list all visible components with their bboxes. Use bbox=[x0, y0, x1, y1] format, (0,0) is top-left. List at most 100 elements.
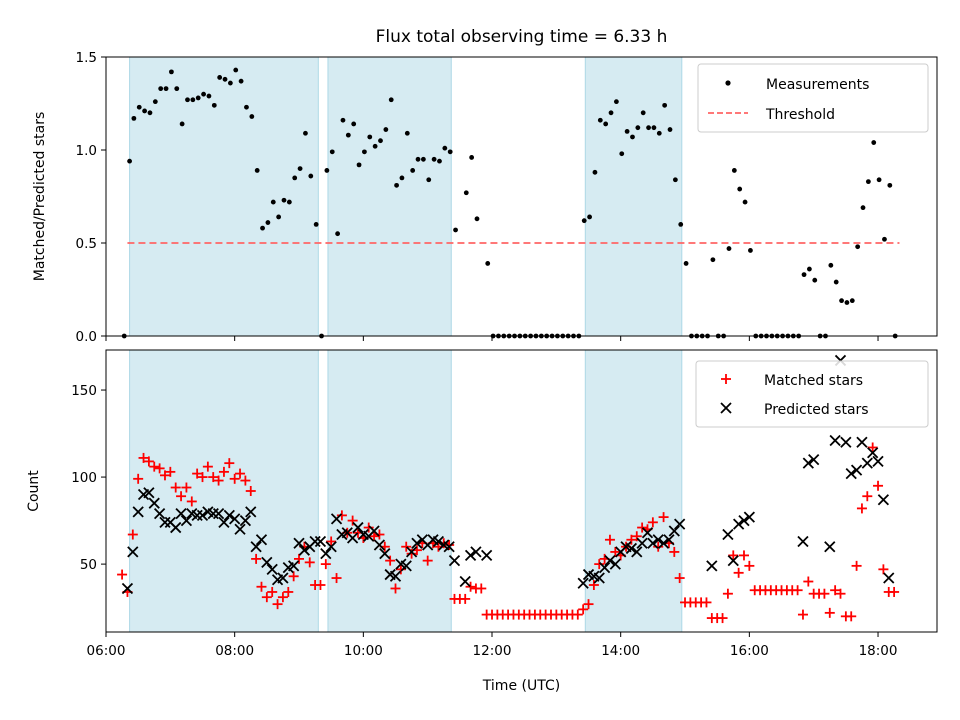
legend-predicted-label: Predicted stars bbox=[764, 402, 869, 418]
matched-point bbox=[878, 564, 889, 575]
predicted-point bbox=[872, 455, 884, 468]
measurement-point bbox=[185, 97, 190, 103]
bottom-axes-frame bbox=[105, 349, 938, 633]
predicted-point bbox=[867, 447, 879, 459]
measurement-point bbox=[265, 220, 271, 225]
measurement-point bbox=[378, 138, 383, 144]
measurement-point bbox=[415, 156, 421, 162]
matched-point bbox=[240, 475, 251, 486]
measurement-point bbox=[152, 99, 158, 105]
matched-point bbox=[873, 480, 884, 491]
matched-point bbox=[738, 550, 749, 561]
y-tick-label: 50 bbox=[80, 557, 97, 573]
measurement-point bbox=[447, 149, 453, 155]
measurement-point bbox=[362, 149, 367, 155]
measurement-point bbox=[807, 266, 812, 272]
matched-point bbox=[390, 583, 401, 594]
top-axes-frame bbox=[105, 56, 938, 337]
matched-point bbox=[213, 475, 224, 486]
measurement-point bbox=[206, 93, 212, 99]
measurement-point bbox=[640, 110, 646, 116]
predicted-point bbox=[840, 436, 852, 448]
measurement-point bbox=[608, 110, 614, 116]
bottom-legend-box bbox=[695, 360, 929, 428]
predicted-point bbox=[389, 570, 402, 582]
matched-point bbox=[235, 468, 246, 479]
legend-predicted-marker bbox=[720, 402, 732, 414]
measurement-point bbox=[651, 125, 657, 131]
predicted-point bbox=[405, 546, 418, 558]
matched-point bbox=[326, 536, 337, 547]
matched-point bbox=[824, 607, 835, 618]
matched-point bbox=[465, 581, 476, 592]
measurement-point bbox=[581, 218, 587, 224]
matched-point bbox=[176, 491, 187, 502]
matched-point bbox=[288, 571, 299, 582]
measurements-series bbox=[121, 67, 898, 339]
measurement-point bbox=[635, 125, 641, 131]
matched-point bbox=[154, 463, 165, 474]
bottom-y-ticks: 50 100 150 bbox=[71, 383, 106, 573]
measurement-point bbox=[367, 134, 373, 140]
legend-plus bbox=[721, 374, 731, 384]
predicted-point bbox=[293, 537, 305, 549]
matched-point bbox=[572, 609, 583, 620]
matched-point bbox=[347, 515, 358, 526]
measurement-point bbox=[630, 134, 635, 140]
predicted-point bbox=[400, 560, 412, 572]
matched-point bbox=[626, 534, 637, 545]
predicted-point bbox=[459, 575, 471, 588]
chart-title: Flux total observing time = 6.33 h bbox=[376, 27, 668, 47]
matched-point bbox=[304, 557, 315, 568]
predicted-point bbox=[481, 549, 493, 562]
predicted-point bbox=[657, 537, 670, 549]
predicted-point bbox=[191, 509, 203, 522]
top-observing-windows bbox=[129, 56, 683, 337]
matched-point bbox=[320, 559, 331, 570]
matched-point bbox=[256, 581, 267, 592]
measurement-point bbox=[726, 246, 732, 251]
predicted-point bbox=[180, 514, 193, 527]
measurement-point bbox=[710, 257, 716, 263]
measurement-point bbox=[839, 298, 844, 304]
measurement-point bbox=[437, 158, 442, 164]
predicted-point bbox=[706, 560, 718, 572]
measurement-point bbox=[211, 102, 217, 108]
measurement-point bbox=[270, 199, 276, 205]
predicted-point bbox=[604, 554, 616, 567]
measurement-point bbox=[662, 102, 668, 108]
predicted-point bbox=[261, 556, 273, 569]
observing-window-2 bbox=[327, 349, 452, 633]
measurement-point bbox=[292, 175, 298, 181]
matched-point bbox=[583, 599, 594, 610]
predicted-point bbox=[239, 514, 252, 527]
measurement-point bbox=[469, 155, 475, 160]
measurement-point bbox=[249, 114, 255, 119]
legend-measurements-label: Measurements bbox=[766, 77, 869, 93]
legend-measurements-marker bbox=[725, 80, 731, 86]
predicted-point bbox=[411, 537, 423, 549]
top-panel: 0.0 0.5 1.0 1.5 Matched/Predicted stars Mea… bbox=[32, 50, 938, 345]
measurement-point bbox=[737, 186, 743, 192]
predicted-point bbox=[309, 535, 321, 548]
measurement-point bbox=[335, 231, 341, 237]
predicted-point bbox=[148, 497, 160, 509]
predicted-point bbox=[346, 532, 359, 544]
measurement-point bbox=[742, 199, 748, 205]
y-tick-label: 100 bbox=[71, 470, 97, 486]
matched-point bbox=[653, 541, 664, 552]
predicted-point bbox=[625, 542, 638, 555]
measurement-point bbox=[276, 214, 282, 220]
measurement-point bbox=[485, 261, 491, 266]
measurement-point bbox=[619, 151, 625, 157]
measurement-point bbox=[142, 108, 148, 114]
matched-point bbox=[331, 573, 342, 584]
measurement-point bbox=[308, 173, 314, 179]
matched-point bbox=[261, 592, 272, 603]
predicted-point bbox=[856, 436, 868, 448]
predicted-point bbox=[368, 525, 380, 537]
predicted-point bbox=[234, 523, 246, 535]
measurement-point bbox=[158, 86, 164, 92]
measurement-point bbox=[672, 177, 678, 183]
